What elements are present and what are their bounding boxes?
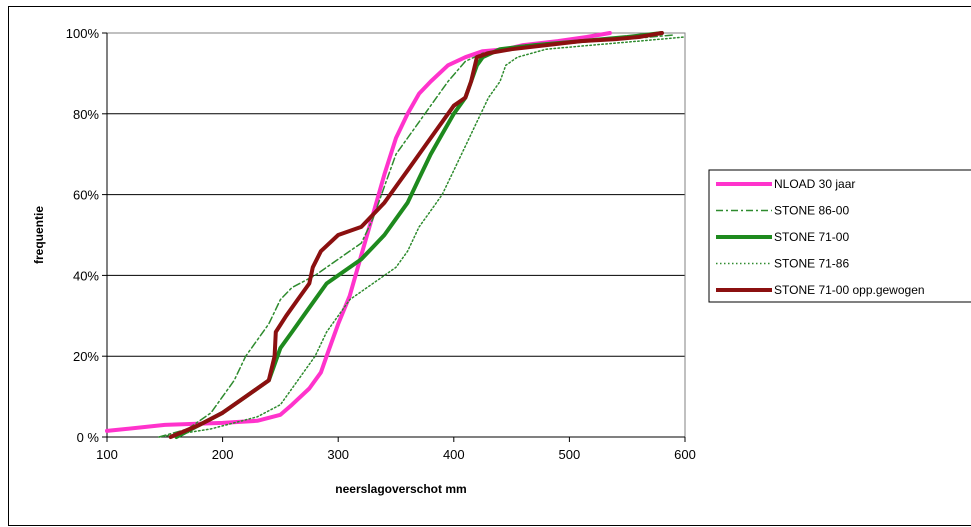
x-tick-label: 400	[443, 447, 465, 462]
series-lines	[105, 31, 686, 439]
y-tick-label: 100%	[66, 26, 100, 41]
legend-label: NLOAD 30 jaar	[774, 177, 855, 191]
plot-area	[106, 32, 686, 438]
legend: NLOAD 30 jaar STONE 86-00 STONE 71-00 STONE…	[708, 169, 971, 303]
x-axis-title: neerslagoverschot mm	[335, 482, 466, 496]
y-axis-title: frequentie	[32, 206, 46, 264]
y-tick-label: 20%	[73, 349, 99, 364]
legend-label: STONE 71-00	[774, 230, 849, 244]
y-tick-label: 0 %	[77, 430, 100, 445]
x-tick-label: 200	[212, 447, 234, 462]
chart-canvas: 100 200 300 400 500 600 0 % 20% 40% 60% 80% 100% ne…	[32, 26, 971, 496]
chart-frame: 100 200 300 400 500 600 0 % 20% 40% 60% 80% 100% ne…	[8, 6, 971, 526]
series-line-4	[168, 31, 664, 439]
x-tick-label: 300	[327, 447, 349, 462]
legend-label: STONE 86-00	[774, 204, 849, 218]
legend-label: STONE 71-86	[774, 257, 849, 271]
series-line-0	[105, 31, 612, 433]
x-tick-label: 500	[559, 447, 581, 462]
y-tick-label: 40%	[73, 268, 99, 283]
axis-ticks: 100 200 300 400 500 600 0 % 20% 40% 60% 80% 100%	[66, 26, 696, 462]
series-line-3	[158, 36, 686, 438]
x-tick-label: 600	[674, 447, 696, 462]
series-line-1	[158, 34, 675, 438]
y-tick-label: 60%	[73, 188, 99, 203]
y-tick-label: 80%	[73, 107, 99, 122]
x-tick-label: 100	[96, 447, 118, 462]
gridlines	[107, 32, 685, 357]
legend-label: STONE 71-00 opp.gewogen	[774, 283, 925, 297]
